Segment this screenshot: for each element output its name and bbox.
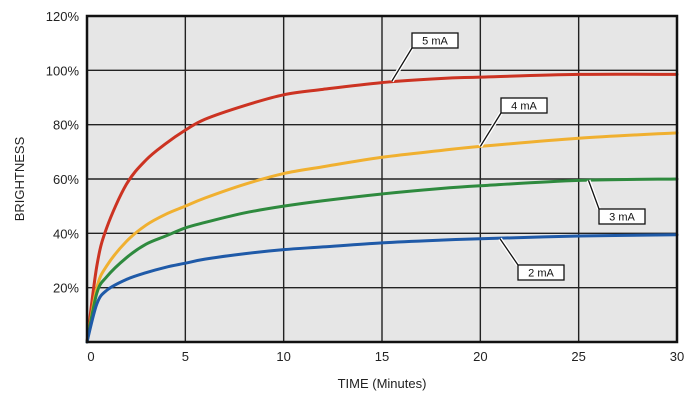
- grid: [87, 16, 677, 342]
- series-line-4-ma: [85, 131, 679, 344]
- x-tick-label: 20: [473, 349, 487, 364]
- y-tick-label: 100%: [46, 63, 80, 78]
- callout-leader: [587, 180, 600, 210]
- series-callouts: 5 mA 4 mA 3 mA 2 mA: [390, 32, 646, 281]
- series-lines: [85, 72, 679, 344]
- y-tick-label: 20%: [53, 281, 79, 296]
- callout-box: [411, 32, 459, 49]
- y-tick-label: 40%: [53, 226, 79, 241]
- plot-frame: [85, 14, 679, 344]
- series-label: 2 mA: [528, 268, 554, 280]
- x-tick-label: 30: [670, 349, 684, 364]
- series-label: 5 mA: [422, 36, 448, 48]
- y-axis-ticks: 20% 40% 60% 80% 100% 120%: [46, 9, 80, 296]
- callout-box: [500, 97, 548, 114]
- x-tick-label: 0: [87, 349, 94, 364]
- series-line-3-ma: [85, 177, 679, 344]
- callout-leader: [391, 47, 413, 82]
- callout-box: [517, 264, 565, 281]
- x-axis-title: TIME (Minutes): [338, 376, 427, 391]
- series-line-5-ma: [85, 72, 679, 344]
- y-tick-label: 60%: [53, 172, 79, 187]
- callout-leader: [479, 112, 502, 147]
- x-tick-label: 15: [375, 349, 389, 364]
- y-tick-label: 80%: [53, 118, 79, 133]
- y-axis-title: BRIGHTNESS: [12, 136, 27, 221]
- y-tick-label: 120%: [46, 9, 80, 24]
- callout-box: [598, 208, 646, 225]
- x-tick-label: 5: [182, 349, 189, 364]
- callout-leader: [499, 238, 519, 266]
- series-label: 3 mA: [609, 212, 635, 224]
- x-axis-ticks: 0 5 10 15 20 25 30: [87, 349, 684, 364]
- x-tick-label: 25: [571, 349, 585, 364]
- series-line-2-ma: [85, 233, 679, 344]
- series-label: 4 mA: [511, 101, 537, 113]
- x-tick-label: 10: [276, 349, 290, 364]
